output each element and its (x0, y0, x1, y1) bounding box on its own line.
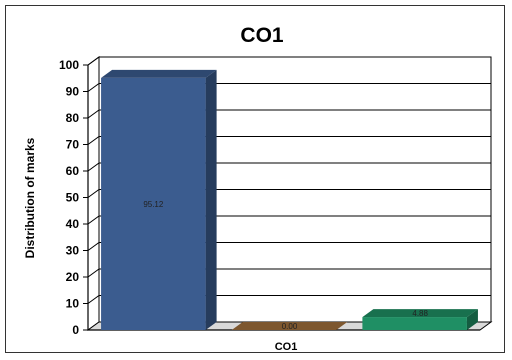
y-tick-label: 10 (66, 297, 80, 311)
gridline (87, 162, 491, 172)
y-tick-label: 60 (66, 164, 80, 178)
y-tick-label: 100 (59, 58, 79, 72)
data-label: 0.00 (282, 322, 298, 331)
bar-side (466, 309, 478, 330)
data-labels: 95.12 0.00 4.88 (143, 200, 428, 331)
y-tick-label: 90 (66, 85, 80, 99)
y-tick-label: 0 (72, 323, 79, 337)
bar (362, 309, 478, 330)
gridline (87, 268, 491, 278)
gridline (87, 242, 491, 251)
gridline (87, 189, 491, 198)
bar-side (205, 69, 217, 330)
y-tick-label: 30 (66, 244, 80, 258)
bar-top (101, 69, 217, 78)
y-tick-label: 40 (66, 217, 80, 231)
bar-top (231, 322, 348, 330)
y-tick-label: 80 (66, 111, 80, 125)
x-axis-label: CO1 (275, 341, 298, 353)
y-tick-label: 70 (66, 138, 80, 152)
gridline (87, 109, 491, 119)
y-tick-label: 20 (66, 270, 80, 284)
bars (101, 69, 478, 330)
y-tick-label: 50 (66, 191, 80, 205)
bar-front (101, 77, 206, 330)
gridline (87, 56, 491, 66)
data-label: 95.12 (143, 200, 164, 209)
bar-top (362, 309, 478, 318)
data-label: 4.88 (412, 309, 428, 318)
y-ticks: 0 10 20 30 40 50 60 70 80 90 100 (59, 58, 88, 337)
gridline (87, 215, 491, 225)
chart-title: CO1 (240, 24, 284, 47)
y-axis-label: Distribution of marks (23, 137, 37, 258)
gridline (87, 136, 491, 145)
bar-front (362, 317, 467, 330)
gridline (87, 295, 491, 304)
bar (231, 322, 348, 330)
bar (101, 69, 217, 330)
gridline (87, 83, 491, 92)
